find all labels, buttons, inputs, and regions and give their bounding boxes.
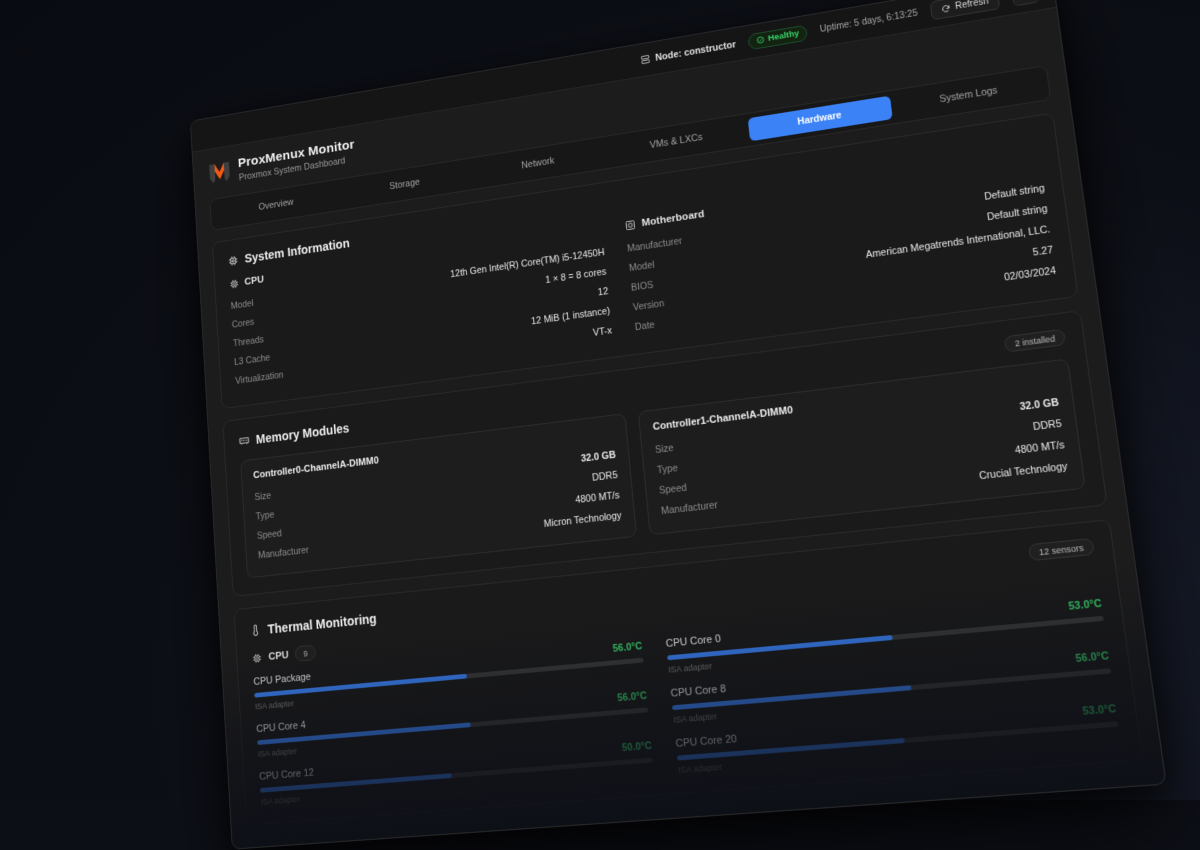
memory-module-type-key: Type: [657, 463, 679, 476]
memory-module-type-key: Type: [255, 510, 274, 523]
thermal-group-count-badge: 9: [295, 645, 317, 662]
mb-row-version-value: 5.27: [1032, 244, 1054, 258]
cpu-row-threads-value: 12: [597, 286, 608, 298]
mb-row-bios-key: BIOS: [631, 280, 654, 294]
cpu-row-l3cache-key: L3 Cache: [234, 353, 271, 368]
memory-module-manufacturer-value: Crucial Technology: [979, 461, 1069, 482]
thermal-monitoring-title: Thermal Monitoring: [250, 611, 377, 638]
cpu-row-model-key: Model: [231, 298, 254, 311]
tab-network[interactable]: Network: [471, 141, 605, 184]
memory-module-size-key: Size: [655, 443, 675, 456]
sensor-temp: 53.0°C: [1068, 598, 1103, 613]
sensor-name: CPU Core 20: [675, 733, 737, 750]
thermal-monitoring-title-label: Thermal Monitoring: [267, 611, 377, 636]
refresh-icon: [941, 3, 952, 13]
system-information-title-label: System Information: [244, 236, 350, 265]
memory-module-type-value: DDR5: [1032, 418, 1062, 433]
thermal-group-label: CPU: [268, 649, 289, 662]
sensor-name: CPU Package: [253, 672, 311, 688]
motherboard-section-label: Motherboard: [641, 209, 705, 229]
cpu-chip-icon: [229, 278, 239, 290]
memory-module-manufacturer-key: Manufacturer: [258, 545, 309, 561]
memory-module-size-value: 32.0 GB: [580, 449, 616, 464]
mb-row-version-key: Version: [633, 298, 665, 313]
sensor-name: CPU Core 12: [259, 767, 314, 782]
memory-stick-icon: [239, 434, 250, 447]
sensor-temp: 56.0°C: [1075, 650, 1110, 665]
system-information-title: System Information: [228, 236, 350, 268]
memory-modules-title: Memory Modules: [239, 420, 350, 448]
node-info: Node: constructor: [640, 39, 736, 66]
tab-vms-lxcs[interactable]: VMs & LXCs: [607, 119, 747, 164]
sensor-temp: 53.0°C: [1082, 703, 1117, 718]
mb-row-model-key: Model: [629, 260, 655, 274]
check-circle-icon: [756, 35, 765, 44]
refresh-button[interactable]: Refresh: [930, 0, 1001, 20]
memory-module-speed-value: 4800 MT/s: [575, 490, 620, 506]
memory-module-manufacturer-value: Micron Technology: [543, 510, 622, 530]
status-badge: Healthy: [747, 24, 808, 50]
memory-module-manufacturer-key: Manufacturer: [661, 500, 719, 517]
theme-toggle-button[interactable]: [1011, 0, 1040, 7]
memory-modules-badge: 2 installed: [1004, 329, 1066, 353]
cpu-row-cores-key: Cores: [232, 317, 255, 330]
moon-icon: [1019, 0, 1031, 1]
sensor-name: CPU Core 0: [665, 633, 721, 650]
sensor-temp: 50.0°C: [622, 740, 653, 754]
cpu-chip-icon: [252, 652, 263, 664]
thermal-monitoring-badge: 12 sensors: [1028, 538, 1095, 561]
brand-text: ProxMenux Monitor Proxmox System Dashboa…: [238, 137, 356, 183]
sensor-name: CPU Core 8: [670, 683, 726, 699]
cpu-row-threads-key: Threads: [233, 334, 264, 349]
uptime-label: Uptime: 5 days, 6:13:25: [820, 8, 919, 34]
cpu-chip-icon: [228, 254, 239, 266]
cpu-row-virtualization-value: VT-x: [592, 325, 612, 338]
memory-module-speed-value: 4800 MT/s: [1014, 439, 1065, 456]
tab-system-logs[interactable]: System Logs: [894, 71, 1045, 118]
status-badge-label: Healthy: [768, 29, 800, 44]
thermometer-icon: [250, 624, 261, 637]
thermal-sensor-grid: CPU Package 56.0°C ISA adapter CPU Core …: [253, 598, 1120, 807]
server-icon: [640, 54, 651, 65]
mb-row-date-key: Date: [634, 319, 655, 332]
tab-overview[interactable]: Overview: [214, 184, 339, 225]
perspective-stage: Node: constructor Healthy Uptime: 5 days…: [0, 0, 1200, 800]
refresh-label: Refresh: [955, 0, 990, 12]
dashboard-window: Node: constructor Healthy Uptime: 5 days…: [190, 0, 1167, 850]
memory-module-size-value: 32.0 GB: [1019, 397, 1059, 413]
sensor-temp: 56.0°C: [617, 690, 648, 704]
mb-row-date-value: 02/03/2024: [1003, 265, 1056, 283]
cpu-section-label: CPU: [244, 275, 264, 288]
memory-module-speed-key: Speed: [257, 528, 282, 541]
sensor-name: CPU Core 4: [256, 720, 306, 735]
memory-module-type-value: DDR5: [592, 470, 619, 484]
proxmenux-m-logo: [207, 159, 232, 188]
motherboard-icon: [625, 219, 637, 231]
memory-module-speed-key: Speed: [659, 482, 688, 496]
sensor-temp: 56.0°C: [612, 641, 642, 655]
status-bar: Node: constructor Healthy Uptime: 5 days…: [191, 0, 1057, 152]
tab-storage[interactable]: Storage: [341, 163, 470, 205]
cpu-row-virtualization-key: Virtualization: [235, 370, 284, 387]
tab-hardware[interactable]: Hardware: [748, 96, 893, 142]
node-label: Node: constructor: [655, 39, 737, 63]
memory-module-size-key: Size: [254, 490, 271, 502]
memory-modules-title-label: Memory Modules: [255, 420, 349, 446]
